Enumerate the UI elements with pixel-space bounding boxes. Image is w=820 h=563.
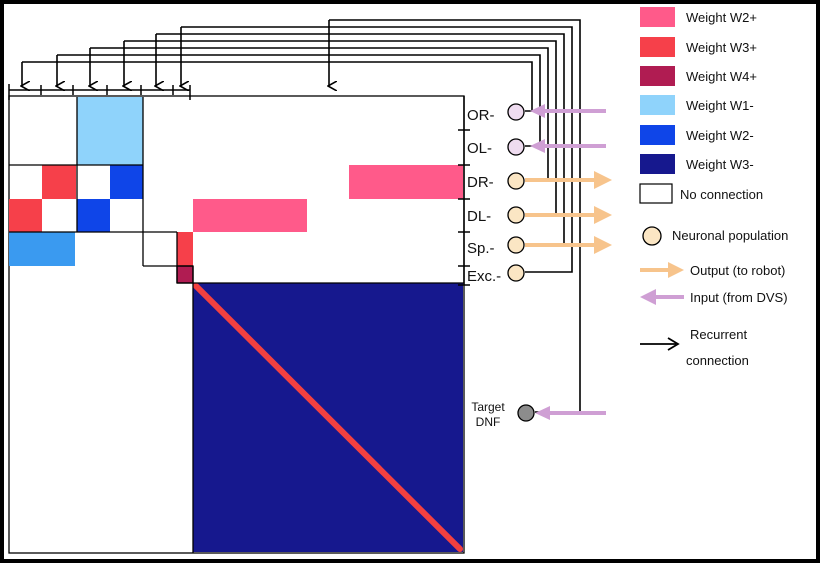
legend-label-w2-plus: Weight W2+ xyxy=(686,10,757,25)
neuron-dl xyxy=(507,206,525,224)
neuron-sp xyxy=(507,236,525,254)
neuron-ol xyxy=(507,138,525,156)
neuron-target-dnf xyxy=(517,404,535,422)
row-label-dl: DL- xyxy=(467,208,491,225)
legend-label-w3-plus: Weight W3+ xyxy=(686,40,757,55)
neuron-or xyxy=(507,103,525,121)
legend-label-w4-plus: Weight W4+ xyxy=(686,69,757,84)
legend-neuron-icon xyxy=(642,226,662,246)
legend-input-arrow-icon xyxy=(640,289,684,305)
legend-label-input: Input (from DVS) xyxy=(690,290,788,305)
legend-label-no-connection: No connection xyxy=(680,187,763,202)
output-arrows xyxy=(525,171,612,254)
legend-swatch-w1-minus xyxy=(640,95,675,115)
legend-label-output: Output (to robot) xyxy=(690,263,785,278)
neuron-dr xyxy=(507,172,525,190)
target-label-line2: DNF xyxy=(476,415,501,429)
legend-label-recurrent-line2: connection xyxy=(686,353,749,368)
row-label-dr: DR- xyxy=(467,174,494,191)
block-w2-plus-dl xyxy=(193,199,307,232)
legend-label-w1-minus: Weight W1- xyxy=(686,98,754,113)
legend-swatch-w4-plus xyxy=(640,66,675,86)
neuron-exc xyxy=(507,264,525,282)
block-w4-plus-exc xyxy=(177,266,193,283)
legend-label-w2-minus: Weight W2- xyxy=(686,128,754,143)
legend-recurrent-arrow-icon xyxy=(640,337,680,351)
input-arrows xyxy=(530,104,606,420)
block-w3-plus-dl xyxy=(9,199,42,232)
legend-swatch-w2-minus xyxy=(640,125,675,145)
block-w3-plus-sp xyxy=(177,232,193,266)
right-ruler xyxy=(458,96,470,286)
block-w2-minus-dr xyxy=(110,165,143,199)
legend-swatch-w3-plus xyxy=(640,37,675,57)
block-w2-plus-dr xyxy=(349,165,463,199)
block-w1-minus-sp xyxy=(9,232,75,266)
legend-swatch-no-connection xyxy=(639,183,673,204)
legend: Weight W2+ Weight W3+ Weight W4+ Weight … xyxy=(639,7,788,368)
legend-swatch-w3-minus xyxy=(640,154,675,174)
legend-swatch-w2-plus xyxy=(640,7,675,27)
row-label-or: OR- xyxy=(467,107,495,124)
legend-label-w3-minus: Weight W3- xyxy=(686,157,754,172)
block-borders xyxy=(9,97,464,553)
block-w2-minus-dl xyxy=(77,199,110,232)
block-w1-minus-top xyxy=(77,97,143,165)
legend-output-arrow-icon xyxy=(640,262,684,278)
legend-label-recurrent-line1: Recurrent xyxy=(690,327,747,342)
diagonal-self-excitation xyxy=(193,283,463,552)
neuron-populations xyxy=(507,103,535,422)
row-label-ol: OL- xyxy=(467,140,492,157)
legend-label-neuronal-population: Neuronal population xyxy=(672,228,788,243)
target-label-line1: Target xyxy=(471,400,505,414)
block-w3-plus-dr xyxy=(42,165,76,199)
row-label-sp: Sp.- xyxy=(467,240,495,257)
row-label-exc: Exc.- xyxy=(467,268,501,285)
